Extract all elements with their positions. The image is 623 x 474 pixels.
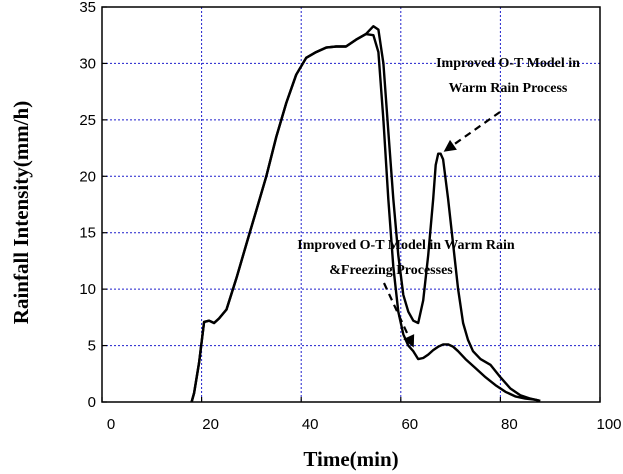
annotation-freezing: Improved O-T Model in Warm Rain &Freezin… <box>297 238 515 348</box>
y-tick-label: 0 <box>88 394 96 411</box>
y-tick-label: 35 <box>79 0 96 16</box>
data-series <box>190 25 541 403</box>
y-axis-title: Rainfall Intensity(mm/h) <box>9 101 33 324</box>
annotation-warm-rain-arrow <box>452 111 501 146</box>
x-tick-label: 0 <box>107 416 115 433</box>
y-tick-label: 20 <box>79 168 96 185</box>
y-tick-label: 25 <box>79 112 96 129</box>
x-tick-label: 100 <box>596 416 621 433</box>
y-tick-label: 15 <box>79 225 96 242</box>
x-tick-label: 60 <box>401 416 418 433</box>
x-tick-label: 20 <box>202 416 219 433</box>
annotation-warm-rain-arrowhead <box>443 139 457 152</box>
annotation-warm-rain-line2: Warm Rain Process <box>449 81 568 96</box>
x-tick-label: 40 <box>302 416 319 433</box>
y-tick-label: 10 <box>79 281 96 298</box>
annotation-freezing-line1: Improved O-T Model in Warm Rain <box>297 238 515 253</box>
annotation-freezing-arrowhead <box>403 334 415 348</box>
grid <box>102 7 600 402</box>
annotation-warm-rain: Improved O-T Model in Warm Rain Process <box>436 56 580 152</box>
annotation-freezing-arrow <box>383 282 410 338</box>
series-line-2 <box>190 25 541 403</box>
annotation-warm-rain-line1: Improved O-T Model in <box>436 56 580 71</box>
tick-labels: 0 20 40 60 80 100 0 5 10 15 20 25 30 35 <box>79 0 621 433</box>
x-tick-label: 80 <box>501 416 518 433</box>
y-tick-label: 30 <box>79 55 96 72</box>
annotation-freezing-line2: &Freezing Processes <box>329 263 453 278</box>
x-axis-title: Time(min) <box>303 447 398 471</box>
plot-frame <box>101 6 601 403</box>
y-tick-label: 5 <box>88 338 96 355</box>
